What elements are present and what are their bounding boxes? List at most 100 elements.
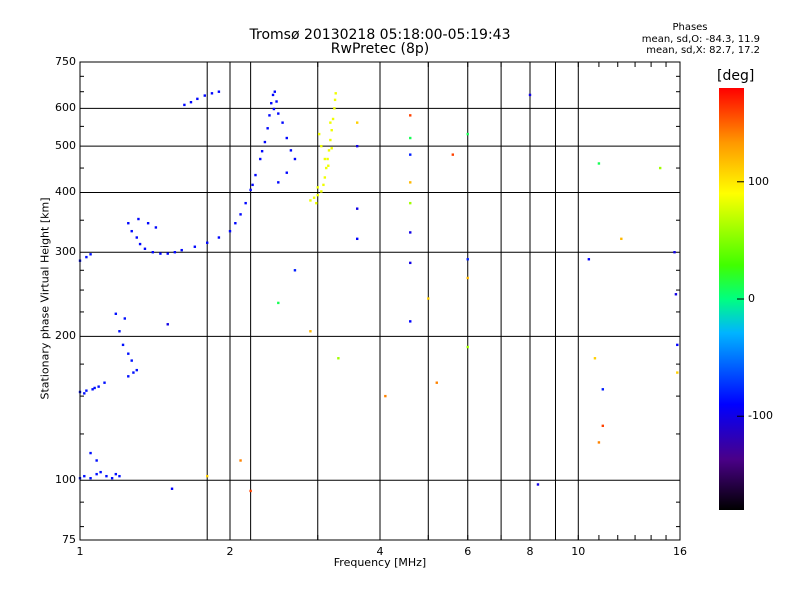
chart-subtitle: RwPretec (8p) xyxy=(330,41,430,57)
data-point xyxy=(466,258,469,261)
data-point xyxy=(409,261,412,265)
data-point xyxy=(196,97,199,101)
data-point xyxy=(244,201,247,205)
data-point xyxy=(272,107,276,111)
data-point xyxy=(277,181,280,184)
y-tick-label: 500 xyxy=(55,139,76,153)
data-point xyxy=(329,138,332,142)
data-point xyxy=(409,181,412,184)
data-point xyxy=(210,92,214,95)
y-tick-label: 600 xyxy=(55,101,76,115)
data-point xyxy=(180,248,183,252)
data-point xyxy=(95,459,98,462)
data-point xyxy=(249,489,252,493)
data-point xyxy=(597,162,601,165)
data-point xyxy=(118,474,121,478)
data-point xyxy=(658,166,662,170)
data-point xyxy=(355,144,359,148)
data-point xyxy=(597,441,601,444)
data-point xyxy=(91,388,94,391)
x-tick-label: 2 xyxy=(226,545,234,558)
data-point xyxy=(327,149,331,152)
data-point xyxy=(466,345,469,349)
data-point xyxy=(466,132,469,136)
data-point xyxy=(355,237,359,241)
data-point xyxy=(593,357,597,360)
data-point xyxy=(427,297,430,300)
data-point xyxy=(239,459,242,462)
data-point xyxy=(166,323,169,326)
data-point xyxy=(676,371,679,374)
x-tick-label: 6 xyxy=(464,545,472,558)
data-point xyxy=(203,94,206,97)
data-point xyxy=(355,121,359,124)
data-point xyxy=(132,371,135,374)
data-point xyxy=(333,98,337,102)
data-point xyxy=(118,330,121,333)
data-point xyxy=(83,392,86,395)
x-axis-label: Frequency [MHz] xyxy=(333,556,427,569)
x-tick-label: 16 xyxy=(673,545,687,558)
data-point xyxy=(135,368,138,372)
data-point xyxy=(138,242,142,246)
stats-title: Phases xyxy=(672,22,708,33)
data-point xyxy=(409,114,412,117)
data-point xyxy=(251,183,254,187)
y-tick-label: 300 xyxy=(55,245,76,259)
data-point xyxy=(154,226,158,229)
data-point xyxy=(93,386,96,390)
data-point xyxy=(127,352,130,355)
data-point xyxy=(127,222,130,225)
data-point xyxy=(114,472,118,476)
x-tick-label: 8 xyxy=(526,545,534,558)
y-axis-label: Stationary phase Virtual Height [km] xyxy=(38,197,52,400)
data-point xyxy=(293,269,297,272)
data-point xyxy=(151,251,155,254)
data-point xyxy=(135,236,138,239)
data-point xyxy=(217,90,221,93)
axis-ticks xyxy=(79,62,681,540)
data-point xyxy=(234,222,237,225)
data-point xyxy=(270,101,273,105)
data-point xyxy=(330,128,333,132)
data-point xyxy=(674,293,678,296)
data-point xyxy=(355,207,359,210)
data-point xyxy=(159,252,162,255)
data-point xyxy=(89,253,92,256)
data-point xyxy=(320,144,323,148)
data-point xyxy=(409,201,412,205)
data-point xyxy=(268,114,271,117)
data-point xyxy=(183,103,186,107)
data-point xyxy=(323,157,327,161)
data-point xyxy=(601,388,605,391)
data-point xyxy=(528,93,532,97)
data-point xyxy=(271,93,275,97)
data-point xyxy=(330,147,333,150)
data-point xyxy=(97,385,100,388)
data-point xyxy=(312,196,316,199)
data-point xyxy=(620,237,623,241)
data-point xyxy=(114,312,118,315)
data-point xyxy=(83,474,86,478)
data-point xyxy=(127,375,130,378)
data-point xyxy=(289,149,293,152)
y-tick-label: 100 xyxy=(55,473,76,487)
data-point xyxy=(435,381,438,384)
data-point xyxy=(409,231,412,234)
data-point xyxy=(228,229,232,233)
data-point xyxy=(254,173,257,177)
colorbar-tick-label: 0 xyxy=(748,292,755,305)
data-point xyxy=(326,157,329,161)
data-point xyxy=(285,171,288,174)
stats-line-o: mean, sd,O: -84.3, 11.9 xyxy=(641,34,760,45)
data-point xyxy=(337,357,340,360)
data-point xyxy=(275,100,278,103)
chart-title: Tromsø 20130218 05:18:00-05:19:43 xyxy=(249,27,511,43)
data-point xyxy=(316,186,319,189)
data-point xyxy=(317,132,321,136)
data-point xyxy=(325,166,328,170)
x-tick-label: 4 xyxy=(376,545,384,558)
data-point xyxy=(673,251,676,254)
data-point xyxy=(260,150,264,153)
